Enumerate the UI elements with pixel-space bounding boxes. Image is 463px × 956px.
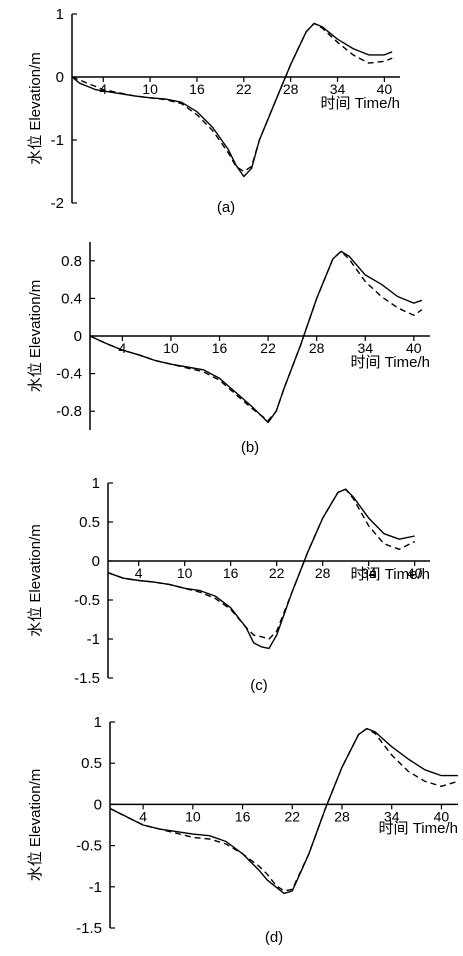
series-line-dashed xyxy=(109,727,459,892)
x-axis-title: 时间 Time/h xyxy=(321,95,400,112)
y-tick-label: -0.8 xyxy=(56,403,82,420)
series-line-solid xyxy=(71,22,393,178)
y-tick-label: 0.5 xyxy=(79,514,100,531)
y-tick-label: 1 xyxy=(94,714,102,731)
x-tick-label: 16 xyxy=(235,808,251,824)
y-tick-label: -1 xyxy=(87,631,100,648)
x-tick-label: 22 xyxy=(260,340,276,356)
x-tick-label: 4 xyxy=(139,808,147,824)
y-tick-label: -2 xyxy=(51,195,64,212)
y-axis-title: 水位 Elevation/m xyxy=(27,52,44,165)
series-line-dashed xyxy=(107,488,416,640)
x-tick-label: 40 xyxy=(434,808,450,824)
x-tick-label: 34 xyxy=(384,808,400,824)
y-axis-title: 水位 Elevation/m xyxy=(27,769,44,882)
x-tick-label: 40 xyxy=(406,340,422,356)
y-tick-label: 1 xyxy=(92,475,100,492)
x-axis-title: 时间 Time/h xyxy=(379,820,458,837)
x-tick-label: 10 xyxy=(142,81,158,97)
series-line-solid xyxy=(109,727,458,895)
panel-label: (c) xyxy=(250,677,268,694)
y-tick-label: 0.4 xyxy=(61,290,82,307)
y-tick-label: 0 xyxy=(74,328,82,345)
x-tick-label: 4 xyxy=(135,565,143,581)
x-tick-label: 10 xyxy=(163,340,179,356)
y-tick-label: 0 xyxy=(56,69,64,86)
x-tick-label: 34 xyxy=(361,565,377,581)
x-tick-label: 4 xyxy=(118,340,126,356)
y-tick-label: 0 xyxy=(94,796,102,813)
y-tick-label: -0.4 xyxy=(56,366,82,383)
y-tick-label: 0 xyxy=(92,553,100,570)
x-tick-label: 28 xyxy=(283,81,299,97)
x-tick-label: 28 xyxy=(334,808,350,824)
y-tick-label: -1 xyxy=(89,879,102,896)
x-tick-label: 28 xyxy=(309,340,325,356)
panel-label: (b) xyxy=(241,439,259,456)
x-tick-label: 16 xyxy=(223,565,239,581)
x-tick-label: 34 xyxy=(330,81,346,97)
x-tick-label: 40 xyxy=(407,565,423,581)
y-axis-title: 水位 Elevation/m xyxy=(27,280,44,393)
y-tick-label: 1 xyxy=(56,6,64,23)
x-tick-label: 16 xyxy=(212,340,228,356)
y-tick-label: -1.5 xyxy=(76,920,102,937)
y-tick-label: 0.5 xyxy=(81,755,102,772)
y-tick-label: -1 xyxy=(51,132,64,149)
y-axis-title: 水位 Elevation/m xyxy=(27,524,44,637)
x-axis-title: 时间 Time/h xyxy=(351,354,430,371)
x-tick-label: 16 xyxy=(189,81,205,97)
x-tick-label: 22 xyxy=(269,565,285,581)
x-tick-label: 28 xyxy=(315,565,331,581)
y-tick-label: 0.8 xyxy=(61,253,82,270)
panel-label: (a) xyxy=(217,199,235,216)
y-tick-label: -1.5 xyxy=(74,670,100,687)
x-tick-label: 10 xyxy=(177,565,193,581)
panel-label: (d) xyxy=(265,929,283,946)
x-tick-label: 22 xyxy=(236,81,252,97)
y-tick-label: -0.5 xyxy=(74,592,100,609)
x-axis-title: 时间 Time/h xyxy=(351,566,430,583)
x-tick-label: 10 xyxy=(185,808,201,824)
series-line-solid xyxy=(89,250,423,424)
x-tick-label: 40 xyxy=(377,81,393,97)
x-tick-label: 22 xyxy=(284,808,300,824)
y-tick-label: -0.5 xyxy=(76,838,102,855)
x-tick-label: 34 xyxy=(357,340,373,356)
